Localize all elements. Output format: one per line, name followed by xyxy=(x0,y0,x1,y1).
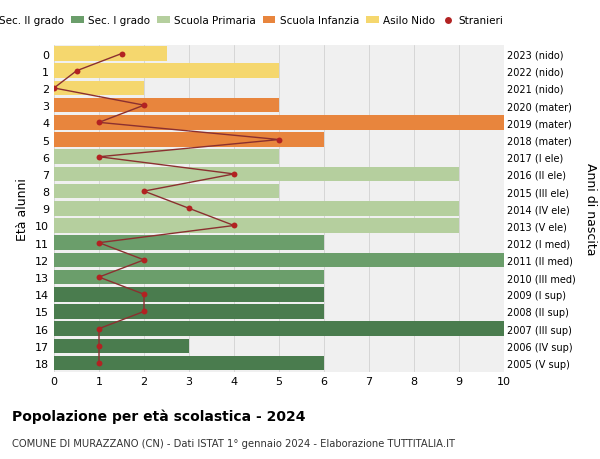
Point xyxy=(229,171,239,178)
Bar xyxy=(54,167,459,182)
Bar xyxy=(54,202,459,216)
Bar xyxy=(54,185,279,199)
Point xyxy=(139,102,149,110)
Bar xyxy=(54,64,279,79)
Bar xyxy=(54,304,324,319)
Point xyxy=(139,308,149,315)
Point xyxy=(94,154,104,161)
Text: COMUNE DI MURAZZANO (CN) - Dati ISTAT 1° gennaio 2024 - Elaborazione TUTTITALIA.: COMUNE DI MURAZZANO (CN) - Dati ISTAT 1°… xyxy=(12,438,455,448)
Bar xyxy=(54,236,324,251)
Legend: Sec. II grado, Sec. I grado, Scuola Primaria, Scuola Infanzia, Asilo Nido, Stran: Sec. II grado, Sec. I grado, Scuola Prim… xyxy=(0,12,508,30)
Bar xyxy=(54,218,459,233)
Bar xyxy=(54,339,189,353)
Point xyxy=(94,119,104,127)
Point xyxy=(94,342,104,350)
Point xyxy=(94,240,104,247)
Bar xyxy=(54,287,324,302)
Text: Popolazione per età scolastica - 2024: Popolazione per età scolastica - 2024 xyxy=(12,409,305,423)
Bar xyxy=(54,356,324,370)
Point xyxy=(139,291,149,298)
Bar xyxy=(54,322,504,336)
Bar xyxy=(54,47,167,62)
Bar xyxy=(54,150,279,165)
Point xyxy=(94,359,104,367)
Bar xyxy=(54,270,324,285)
Point xyxy=(229,222,239,230)
Point xyxy=(94,325,104,333)
Bar xyxy=(54,133,324,147)
Bar xyxy=(54,82,144,96)
Y-axis label: Anni di nascita: Anni di nascita xyxy=(584,162,597,255)
Point xyxy=(139,188,149,196)
Bar xyxy=(54,116,504,130)
Point xyxy=(184,205,194,213)
Point xyxy=(72,68,82,75)
Y-axis label: Età alunni: Età alunni xyxy=(16,178,29,240)
Point xyxy=(274,137,284,144)
Bar xyxy=(54,99,279,113)
Point xyxy=(116,51,127,58)
Point xyxy=(94,274,104,281)
Point xyxy=(49,85,59,92)
Bar xyxy=(54,253,504,268)
Point xyxy=(139,257,149,264)
